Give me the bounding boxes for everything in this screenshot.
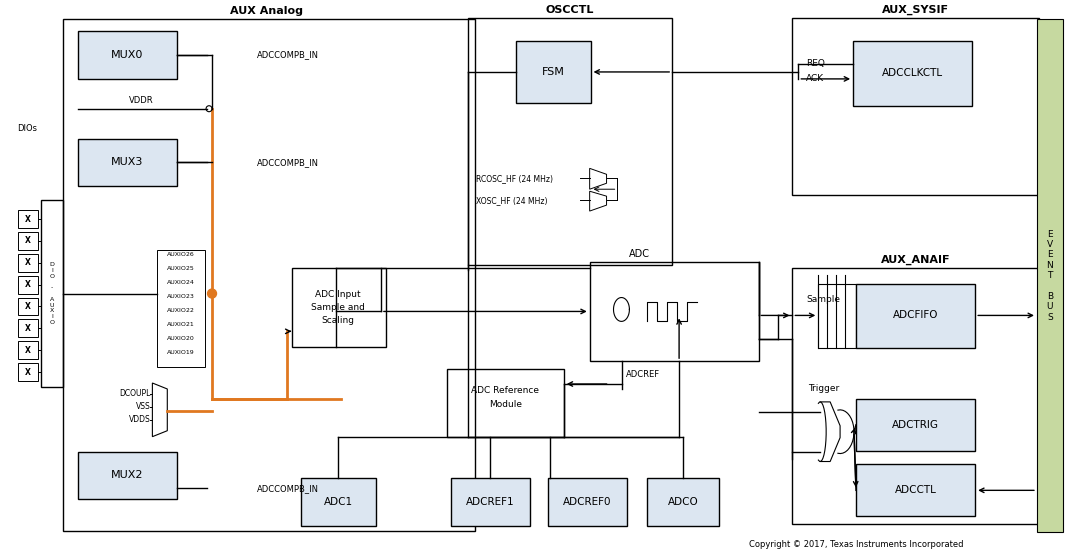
- Bar: [78, 139, 177, 186]
- Text: X: X: [26, 346, 31, 355]
- Circle shape: [207, 289, 217, 298]
- Text: ADCO: ADCO: [668, 497, 698, 507]
- Text: ADCREF1: ADCREF1: [466, 497, 514, 507]
- Bar: [18, 363, 38, 381]
- Text: ADCTRIG: ADCTRIG: [893, 420, 940, 430]
- Bar: [818, 284, 856, 348]
- Text: MUX0: MUX0: [111, 50, 143, 60]
- Bar: [41, 200, 63, 387]
- Text: VDDS: VDDS: [128, 415, 151, 424]
- Bar: [78, 452, 177, 499]
- Text: AUXIO22: AUXIO22: [167, 308, 196, 313]
- Bar: [78, 31, 177, 79]
- Bar: [447, 369, 563, 437]
- Bar: [853, 41, 973, 106]
- Bar: [516, 41, 591, 103]
- Bar: [792, 268, 1039, 524]
- Bar: [63, 19, 476, 531]
- Text: E
V
E
N
T
 
B
U
S: E V E N T B U S: [1047, 230, 1053, 322]
- Text: X: X: [26, 258, 31, 267]
- Text: ADCCTL: ADCCTL: [895, 485, 936, 495]
- Text: MUX2: MUX2: [111, 470, 144, 480]
- Text: AUXIO23: AUXIO23: [167, 294, 196, 299]
- Text: AUXIO25: AUXIO25: [168, 266, 195, 271]
- Text: X: X: [26, 302, 31, 311]
- Text: ADCCOMPB_IN: ADCCOMPB_IN: [257, 484, 319, 493]
- Text: ADCCLKCTL: ADCCLKCTL: [882, 68, 943, 78]
- Text: RCOSC_HF (24 MHz): RCOSC_HF (24 MHz): [477, 174, 554, 183]
- Text: AUX_ANAIF: AUX_ANAIF: [881, 254, 950, 265]
- Text: VDDR: VDDR: [128, 96, 153, 105]
- Text: REQ: REQ: [806, 60, 825, 68]
- Bar: [18, 254, 38, 272]
- Text: ADCFIFO: ADCFIFO: [893, 310, 939, 320]
- Text: MUX3: MUX3: [111, 157, 143, 167]
- Bar: [856, 399, 975, 450]
- Text: ADC Input: ADC Input: [315, 290, 361, 299]
- Text: ADCCOMPB_IN: ADCCOMPB_IN: [257, 158, 319, 167]
- Text: ADCREF0: ADCREF0: [563, 497, 611, 507]
- Text: ADC Reference: ADC Reference: [471, 386, 539, 395]
- Text: X: X: [26, 215, 31, 224]
- Bar: [590, 262, 759, 361]
- Text: ACK: ACK: [806, 75, 824, 83]
- Bar: [18, 320, 38, 337]
- Text: VSS: VSS: [136, 402, 151, 411]
- Bar: [18, 298, 38, 315]
- Text: Sample and: Sample and: [311, 303, 366, 312]
- Bar: [18, 275, 38, 294]
- Text: DIOs: DIOs: [17, 124, 37, 133]
- Bar: [856, 464, 975, 516]
- Text: ADCCOMPB_IN: ADCCOMPB_IN: [257, 51, 319, 60]
- Bar: [157, 250, 205, 367]
- Bar: [1037, 19, 1063, 532]
- Bar: [468, 18, 672, 265]
- Text: ADCREF: ADCREF: [626, 369, 661, 379]
- Text: AUXIO19: AUXIO19: [168, 350, 195, 355]
- Text: ADC: ADC: [630, 249, 650, 259]
- Bar: [292, 268, 386, 347]
- Bar: [18, 341, 38, 359]
- Text: AUXIO26: AUXIO26: [168, 252, 195, 257]
- Text: X: X: [26, 236, 31, 246]
- Text: FSM: FSM: [541, 67, 564, 77]
- Text: X: X: [26, 280, 31, 289]
- Text: XOSC_HF (24 MHz): XOSC_HF (24 MHz): [477, 195, 548, 205]
- Text: D
I
O
 
-
 
A
U
X
I
O: D I O - A U X I O: [49, 262, 55, 325]
- Text: X: X: [26, 324, 31, 333]
- Bar: [450, 479, 530, 526]
- Bar: [792, 18, 1039, 195]
- Text: Module: Module: [489, 400, 522, 410]
- Text: Sample: Sample: [806, 295, 840, 304]
- Bar: [648, 479, 718, 526]
- Text: AUX_SYSIF: AUX_SYSIF: [882, 5, 949, 15]
- Text: DCOUPL: DCOUPL: [119, 390, 151, 399]
- Bar: [856, 284, 975, 348]
- Bar: [18, 210, 38, 228]
- Bar: [18, 232, 38, 250]
- Text: AUXIO20: AUXIO20: [168, 336, 195, 341]
- Text: OSCCTL: OSCCTL: [545, 6, 594, 15]
- Text: AUX Analog: AUX Analog: [230, 6, 304, 17]
- Bar: [301, 479, 376, 526]
- Text: Scaling: Scaling: [322, 316, 355, 325]
- Text: Copyright © 2017, Texas Instruments Incorporated: Copyright © 2017, Texas Instruments Inco…: [748, 540, 963, 549]
- Text: AUXIO21: AUXIO21: [168, 322, 195, 327]
- Text: X: X: [26, 368, 31, 376]
- Text: ADC1: ADC1: [324, 497, 353, 507]
- Text: AUXIO24: AUXIO24: [167, 280, 196, 285]
- Text: Trigger: Trigger: [808, 384, 839, 394]
- Bar: [548, 479, 628, 526]
